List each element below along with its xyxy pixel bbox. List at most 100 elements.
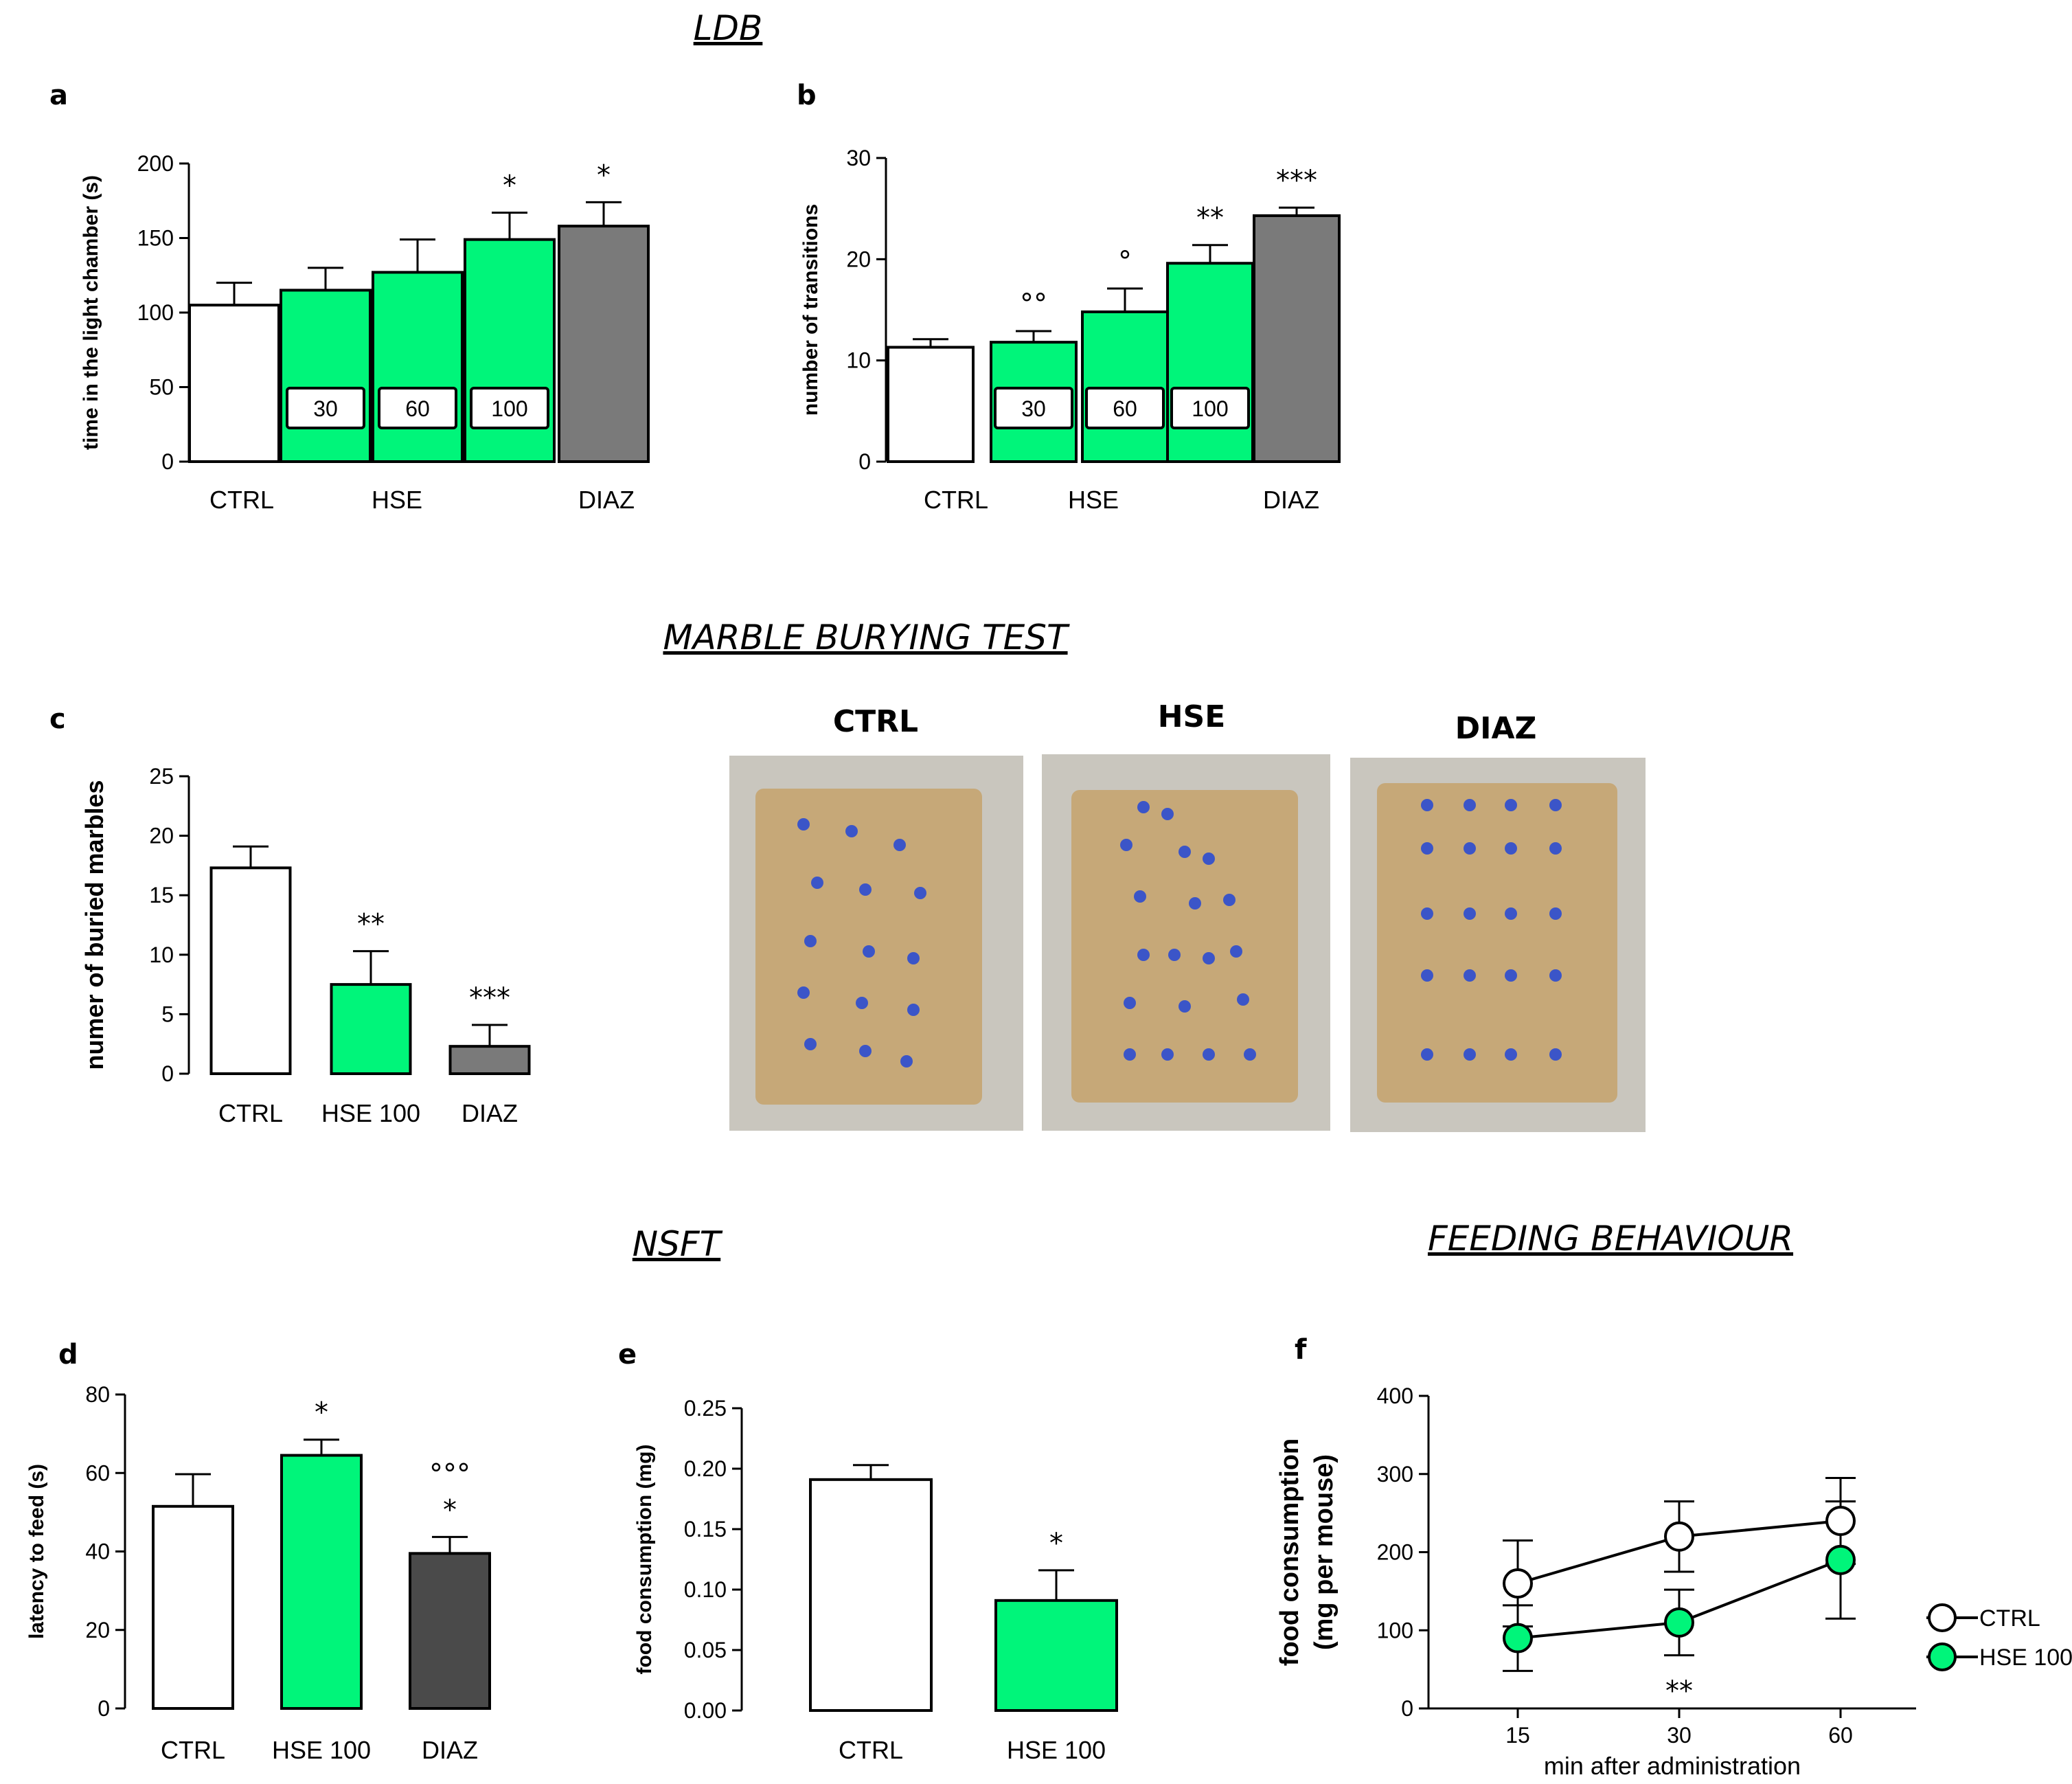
group-label: CTRL xyxy=(209,486,274,514)
group-label: CTRL xyxy=(924,486,988,514)
y-tick-label: 20 xyxy=(149,824,174,848)
dose-label: 60 xyxy=(1113,396,1137,421)
y-tick-label: 0 xyxy=(858,449,871,474)
photo-label-ctrl: CTRL xyxy=(833,704,918,739)
marble xyxy=(1505,1048,1517,1061)
x-category-label: DIAZ xyxy=(462,1099,518,1127)
marble xyxy=(856,997,868,1009)
marble xyxy=(1549,969,1562,982)
y-tick-label: 0.00 xyxy=(684,1698,727,1723)
dose-box xyxy=(1085,387,1165,429)
y-tick-label: 50 xyxy=(149,375,174,400)
marble xyxy=(797,986,810,999)
marble xyxy=(797,818,810,831)
marble xyxy=(804,1038,817,1050)
marble xyxy=(1124,1048,1136,1061)
legend-marker xyxy=(1928,1642,1957,1671)
bar xyxy=(209,866,292,1075)
dose-label: 30 xyxy=(313,396,338,421)
y-tick-label: 0.05 xyxy=(684,1638,727,1662)
marble xyxy=(1505,969,1517,982)
panel-letter: a xyxy=(49,80,68,111)
chart-f: 0 100 200 300 400 15 30 60 min after administrat… xyxy=(1275,1384,2072,1780)
significance-mark: ** xyxy=(357,909,385,940)
significance-mark: * xyxy=(315,1397,328,1429)
legend-label: CTRL xyxy=(1979,1605,2040,1631)
marble xyxy=(1168,949,1181,961)
group-label: HSE xyxy=(1068,486,1119,514)
marble xyxy=(863,945,875,958)
panel-letter: e xyxy=(618,1339,637,1370)
data-point xyxy=(1503,1623,1533,1653)
panel-letter: c xyxy=(49,703,66,735)
x-category-label: DIAZ xyxy=(422,1736,478,1764)
marble xyxy=(1137,801,1150,813)
marble-photos xyxy=(729,754,1646,1132)
marble xyxy=(1223,894,1236,906)
y-tick-label: 0 xyxy=(161,1061,174,1086)
marble xyxy=(893,839,906,851)
y-tick-label: 0.25 xyxy=(684,1396,727,1421)
section-title-ldb: LDB xyxy=(694,8,763,48)
dose-box xyxy=(378,387,457,429)
significance-mark: * xyxy=(443,1494,457,1526)
photo-bedding xyxy=(1071,790,1298,1103)
marble xyxy=(1161,808,1174,820)
marble xyxy=(1464,842,1476,855)
marble xyxy=(1120,839,1132,851)
marble xyxy=(1237,993,1249,1006)
x-category-label: HSE 100 xyxy=(272,1736,371,1764)
bar xyxy=(1081,310,1169,463)
panel-letter: f xyxy=(1295,1334,1307,1366)
x-axis-label: min after administration xyxy=(1544,1752,1801,1780)
marble xyxy=(1161,1048,1174,1061)
bar xyxy=(448,1045,531,1075)
marble xyxy=(907,1004,920,1016)
panel-letter: b xyxy=(797,80,817,111)
y-tick-label: 150 xyxy=(137,226,174,251)
photo-label-diaz: DIAZ xyxy=(1455,711,1537,746)
significance-mark: °°° xyxy=(429,1458,470,1490)
marble xyxy=(811,877,823,889)
section-title-marble: MARBLE BURYING TEST xyxy=(663,618,1070,657)
chart-a: 0 50 100 150 200 time in the light chamber (s… xyxy=(80,151,650,514)
bar xyxy=(994,1599,1118,1713)
y-tick-label: 200 xyxy=(1377,1540,1413,1565)
bar xyxy=(409,1552,491,1710)
y-tick-label: 60 xyxy=(85,1460,110,1485)
x-category-label: HSE 100 xyxy=(1007,1736,1106,1764)
significance-mark: ** xyxy=(1665,1675,1693,1707)
y-axis-label: numer of buried marbles xyxy=(80,780,109,1070)
marble xyxy=(1505,842,1517,855)
marble xyxy=(1244,1048,1256,1061)
marble xyxy=(1421,842,1433,855)
marble xyxy=(1230,945,1242,958)
significance-mark: *** xyxy=(469,982,510,1014)
y-tick-label: 0.20 xyxy=(684,1456,727,1481)
dose-box xyxy=(286,387,365,429)
data-point xyxy=(1664,1607,1694,1638)
marble xyxy=(845,825,858,837)
group-label: DIAZ xyxy=(578,486,635,514)
bar xyxy=(558,225,650,463)
y-tick-label: 30 xyxy=(846,146,871,170)
data-point xyxy=(1503,1568,1533,1599)
bar xyxy=(152,1504,234,1710)
data-point xyxy=(1825,1506,1856,1536)
data-point xyxy=(1664,1521,1694,1552)
marble xyxy=(1179,1000,1191,1013)
y-tick-label: 0 xyxy=(98,1696,110,1721)
section-title-nsft: NSFT xyxy=(633,1224,723,1264)
chart-c: 0 5 10 15 20 25 numer of buried marbles CTRL ** H… xyxy=(80,764,531,1127)
x-category-label: CTRL xyxy=(839,1736,903,1764)
photo-bedding xyxy=(1377,783,1617,1103)
marble xyxy=(1421,1048,1433,1061)
marble xyxy=(1203,1048,1215,1061)
marble xyxy=(907,952,920,964)
x-category-label: CTRL xyxy=(218,1099,283,1127)
y-tick-label: 15 xyxy=(149,883,174,907)
y-tick-label: 20 xyxy=(85,1618,110,1642)
significance-mark: * xyxy=(597,159,611,191)
y-axis-label-units: (mg per mouse) xyxy=(1310,1454,1339,1650)
